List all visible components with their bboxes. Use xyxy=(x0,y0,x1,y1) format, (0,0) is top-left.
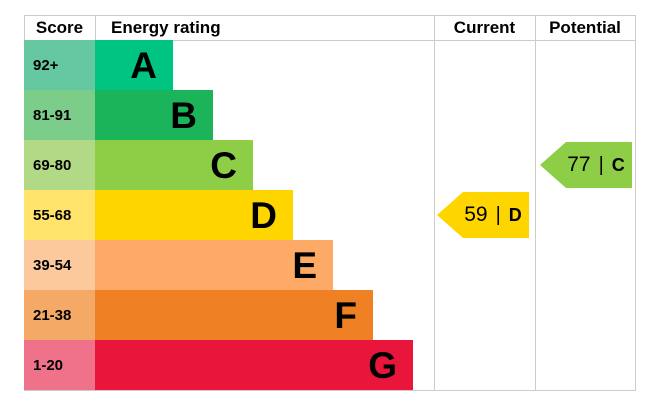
score-column-header: Score xyxy=(35,17,84,37)
energy-rating-column-header: Energy rating xyxy=(111,17,221,37)
score-range-b: 81-91 xyxy=(24,90,95,140)
score-range-e: 39-54 xyxy=(24,240,95,290)
table-border-bottom xyxy=(24,390,636,391)
header-bottom-border xyxy=(24,40,636,41)
rating-row-g: 1-20 G xyxy=(24,340,636,390)
table-border-top xyxy=(24,15,636,16)
potential-score-value: 77 xyxy=(567,153,591,176)
current-band-letter: D xyxy=(508,204,522,225)
current-column-header: Current xyxy=(453,17,516,37)
band-bar-a: A xyxy=(95,40,173,90)
rating-rows: 92+ A 81-91 B 69-80 C 55-68 D 39-54 E 21… xyxy=(24,40,636,390)
potential-column-header: Potential xyxy=(549,17,621,37)
rating-row-b: 81-91 B xyxy=(24,90,636,140)
band-bar-b: B xyxy=(95,90,213,140)
band-bar-c: C xyxy=(95,140,253,190)
band-bar-f: F xyxy=(95,290,373,340)
current-separator: | xyxy=(495,203,501,226)
rating-row-a: 92+ A xyxy=(24,40,636,90)
band-bar-e: E xyxy=(95,240,333,290)
current-column-left-border xyxy=(434,15,435,390)
potential-column-left-border xyxy=(535,15,536,390)
score-range-c: 69-80 xyxy=(24,140,95,190)
score-range-g: 1-20 xyxy=(24,340,95,390)
rating-row-e: 39-54 E xyxy=(24,240,636,290)
header-left-border xyxy=(24,15,25,40)
potential-band-letter: C xyxy=(611,154,625,175)
table-border-right xyxy=(635,15,636,390)
rating-row-c: 69-80 C xyxy=(24,140,636,190)
score-range-d: 55-68 xyxy=(24,190,95,240)
score-range-a: 92+ xyxy=(24,40,95,90)
current-score-value: 59 xyxy=(464,203,488,226)
band-bar-d: D xyxy=(95,190,293,240)
band-bar-g: G xyxy=(95,340,413,390)
score-column-divider xyxy=(95,15,96,40)
rating-row-d: 55-68 D xyxy=(24,190,636,240)
potential-separator: | xyxy=(598,153,604,176)
rating-row-f: 21-38 F xyxy=(24,290,636,340)
score-range-f: 21-38 xyxy=(24,290,95,340)
